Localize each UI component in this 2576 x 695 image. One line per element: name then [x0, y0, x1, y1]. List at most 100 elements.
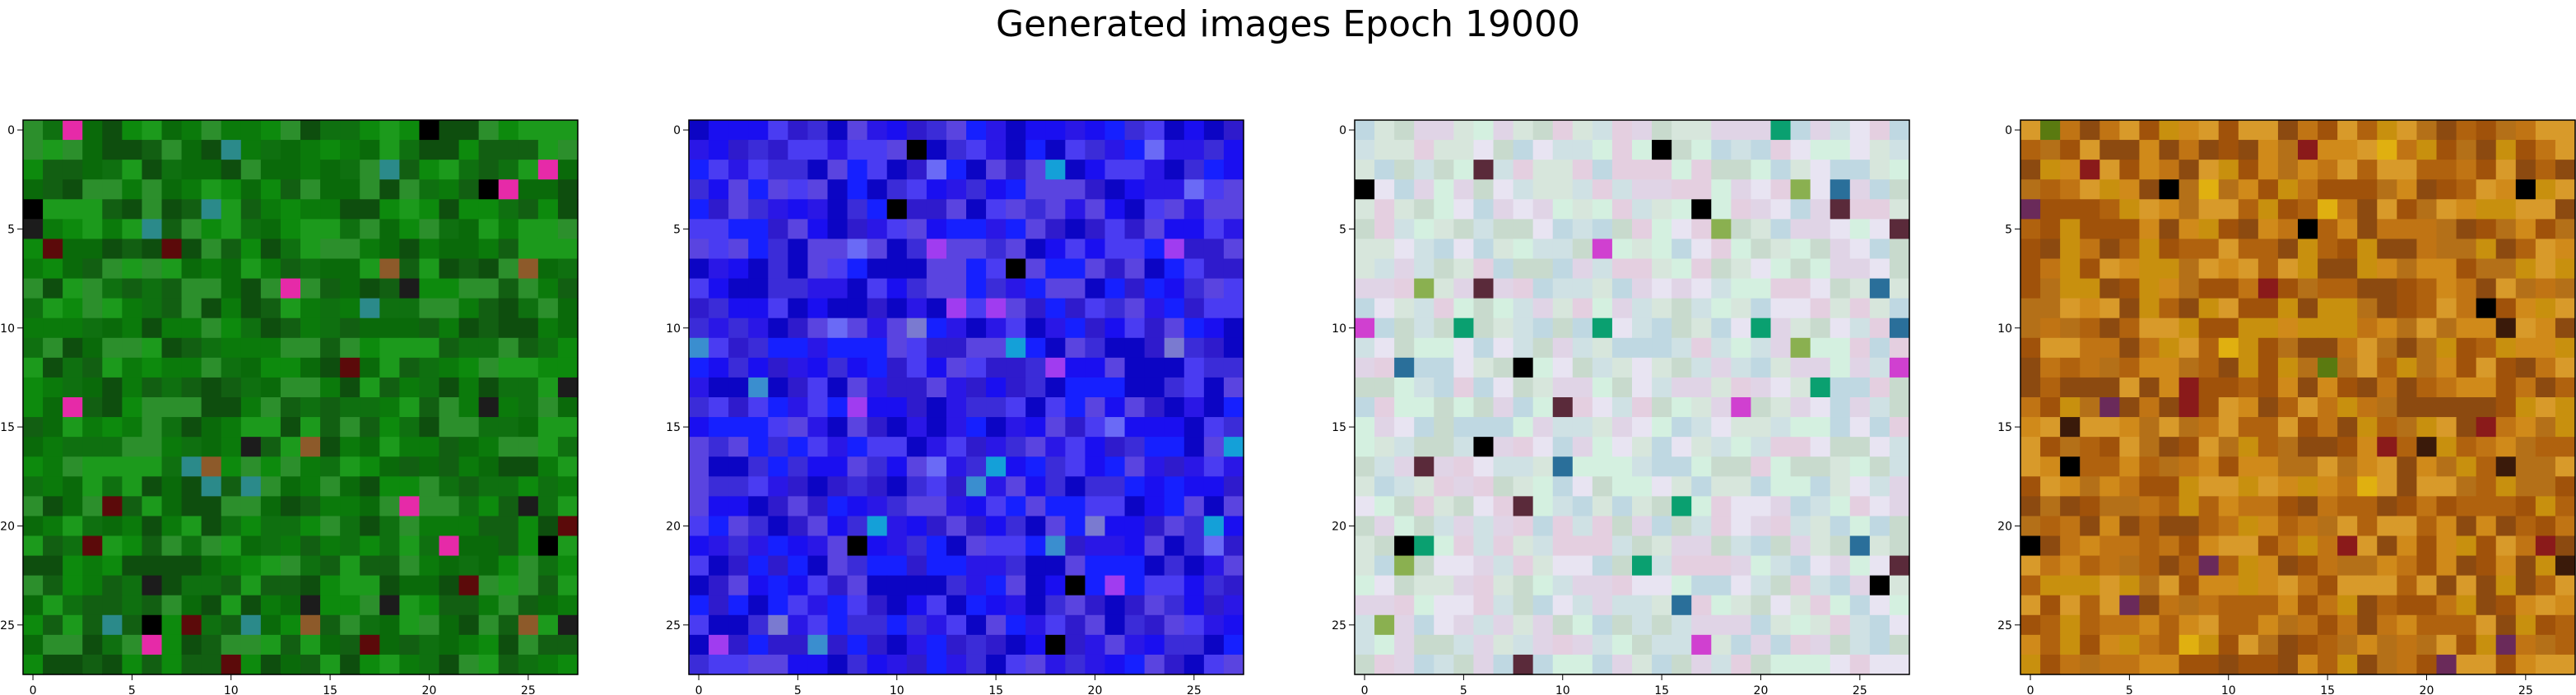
pixel-cell [1203, 634, 1225, 656]
pixel-cell [2377, 258, 2397, 280]
pixel-cell [1770, 476, 1792, 497]
pixel-cell [300, 120, 321, 141]
pixel-cell [709, 357, 729, 378]
pixel-cell [1374, 199, 1395, 220]
pixel-cell [557, 634, 579, 656]
pixel-cell [280, 634, 301, 656]
pixel-cell [2495, 535, 2517, 557]
y-tick-label: 25 [1332, 619, 1346, 632]
pixel-cell [2495, 496, 2517, 517]
pixel-cell [260, 595, 281, 616]
pixel-cell [966, 595, 987, 616]
pixel-cell [1513, 140, 1534, 160]
pixel-cell [2020, 199, 2041, 220]
pixel-cell [2139, 377, 2160, 398]
pixel-cell [2515, 595, 2536, 616]
pixel-cell [2476, 575, 2497, 596]
pixel-cell [498, 357, 519, 378]
pixel-cell [1223, 555, 1244, 577]
pixel-cell [906, 258, 928, 280]
pixel-cell [122, 496, 143, 517]
pixel-cell [1025, 337, 1046, 359]
pixel-cell [1830, 614, 1851, 636]
pixel-cell [2119, 258, 2141, 280]
pixel-cell [2178, 160, 2200, 180]
pixel-cell [1552, 219, 1574, 240]
pixel-cell [1453, 317, 1475, 339]
pixel-cell [360, 535, 380, 557]
pixel-cell [1085, 258, 1106, 280]
pixel-cell [1672, 239, 1692, 260]
pixel-cell [557, 160, 579, 180]
pixel-cell [1770, 654, 1792, 675]
pixel-cell [478, 317, 500, 339]
pixel-cell [867, 199, 888, 220]
pixel-cell [1790, 120, 1811, 141]
pixel-cell [867, 496, 888, 517]
pixel-cell [1203, 317, 1225, 339]
pixel-cell [788, 614, 809, 636]
pixel-cell [2257, 298, 2279, 319]
pixel-cell [1025, 199, 1046, 220]
pixel-cell [2257, 575, 2279, 596]
pixel-cell [2040, 219, 2061, 240]
pixel-cell [2436, 614, 2457, 636]
pixel-cell [557, 377, 579, 398]
pixel-cell [557, 476, 579, 497]
pixel-cell [906, 476, 928, 497]
pixel-cell [240, 377, 262, 398]
pixel-cell [1414, 437, 1434, 457]
pixel-cell [1085, 179, 1106, 200]
pixel-cell [1572, 496, 1593, 517]
pixel-cell [926, 555, 947, 577]
pixel-cell [1711, 278, 1732, 299]
pixel-cell [2257, 437, 2279, 457]
pixel-cell [2238, 555, 2259, 577]
pixel-cell [1770, 397, 1792, 418]
pixel-cell [2476, 535, 2497, 557]
pixel-cell [379, 397, 400, 418]
pixel-cell [1869, 476, 1890, 497]
pixel-cell [1632, 298, 1653, 319]
pixel-cell [260, 476, 281, 497]
pixel-cell [2318, 555, 2338, 577]
pixel-cell [1045, 634, 1066, 656]
pixel-cell [788, 239, 809, 260]
pixel-cell [886, 239, 908, 260]
pixel-cell [557, 535, 579, 557]
pixel-cell [1203, 239, 1225, 260]
pixel-cell [1065, 456, 1086, 477]
pixel-cell [1889, 239, 1910, 260]
pixel-cell [2119, 179, 2141, 200]
pixel-cell [1751, 219, 1772, 240]
pixel-cell [1144, 160, 1165, 180]
pixel-cell [2218, 595, 2239, 616]
y-tick-label: 10 [0, 322, 15, 336]
pixel-cell [1552, 140, 1574, 160]
pixel-cell [1592, 555, 1613, 577]
pixel-cell [1183, 634, 1205, 656]
pixel-grid [23, 120, 579, 675]
pixel-cell [1810, 317, 1831, 339]
pixel-cell [946, 377, 967, 398]
pixel-cell [1611, 437, 1633, 457]
pixel-cell [1513, 516, 1534, 537]
pixel-cell [1652, 397, 1672, 418]
pixel-cell [360, 278, 380, 299]
pixel-cell [1493, 357, 1514, 378]
pixel-cell [399, 496, 421, 517]
pixel-cell [2495, 595, 2517, 616]
pixel-cell [2476, 654, 2497, 675]
pixel-cell [478, 377, 500, 398]
pixel-cell [1770, 239, 1792, 260]
pixel-cell [2020, 516, 2041, 537]
pixel-cell [1532, 179, 1554, 200]
pixel-cell [1830, 377, 1851, 398]
pixel-cell [748, 258, 769, 280]
pixel-cell [1731, 337, 1752, 359]
pixel-cell [142, 278, 163, 299]
pixel-cell [2119, 219, 2141, 240]
pixel-cell [1790, 417, 1811, 438]
pixel-cell [906, 120, 928, 141]
pixel-cell [1355, 496, 1375, 517]
